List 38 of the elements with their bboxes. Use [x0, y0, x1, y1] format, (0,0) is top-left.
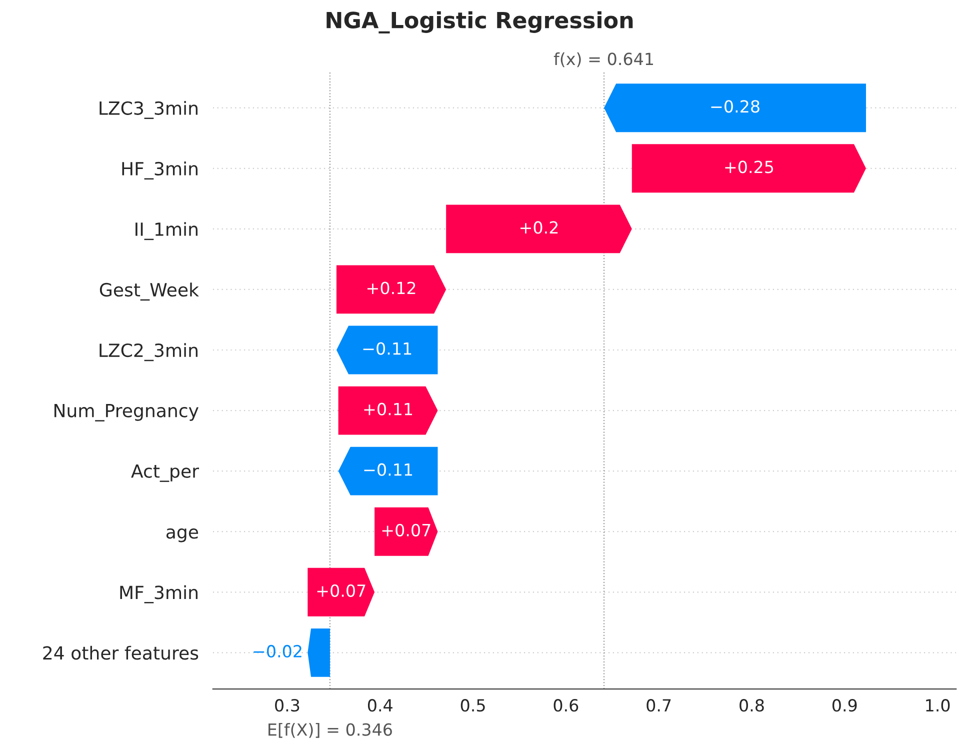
y-tick-label: Num_Pregnancy: [54, 404, 198, 422]
y-tick-label: age: [166, 528, 198, 542]
bar: [604, 84, 866, 132]
x-tick-label: 0.5: [460, 699, 485, 712]
y-tick-label: LZC2_3min: [100, 343, 198, 362]
data-label: +0.07: [382, 524, 430, 536]
bar: [338, 446, 438, 496]
bar: [336, 265, 446, 314]
x-tick-label: 1.0: [926, 699, 950, 712]
y-tick-label: Act_per: [131, 464, 200, 482]
ref-line-label: E[f(X)] = 0.346: [268, 722, 392, 738]
chart-title: NGA_Logistic Regression: [326, 11, 633, 34]
x-tick-label: 0.8: [740, 699, 764, 712]
x-tick-label: 0.3: [275, 699, 300, 712]
bar: [336, 326, 438, 374]
y-tick-label: LZC3_3min: [100, 100, 198, 119]
data-label: −0.11: [364, 463, 412, 476]
data-label: −0.28: [711, 100, 760, 113]
data-label: −0.02: [254, 644, 302, 658]
data-label: +0.07: [317, 584, 366, 597]
x-tick-label: 0.4: [368, 699, 392, 712]
y-tick-label: Gest_Week: [100, 282, 199, 301]
bar: [338, 386, 438, 435]
data-label: +0.2: [520, 221, 558, 234]
y-tick-label: 24 other features: [43, 646, 198, 660]
data-label: +0.11: [364, 402, 412, 416]
data-label: +0.25: [725, 160, 774, 174]
ref-line-label: f(x) = 0.641: [554, 52, 653, 68]
y-tick-label: HF_3min: [122, 162, 198, 180]
x-tick-label: 0.7: [646, 699, 671, 712]
bar: [632, 144, 866, 193]
bar: [446, 204, 632, 254]
y-tick-label: MF_3min: [120, 585, 198, 604]
data-label: +0.12: [368, 282, 416, 294]
x-tick-label: 0.6: [554, 699, 578, 712]
data-label: −0.11: [363, 342, 412, 355]
x-tick-label: 0.9: [832, 699, 857, 712]
y-tick-label: II_1min: [136, 222, 198, 240]
